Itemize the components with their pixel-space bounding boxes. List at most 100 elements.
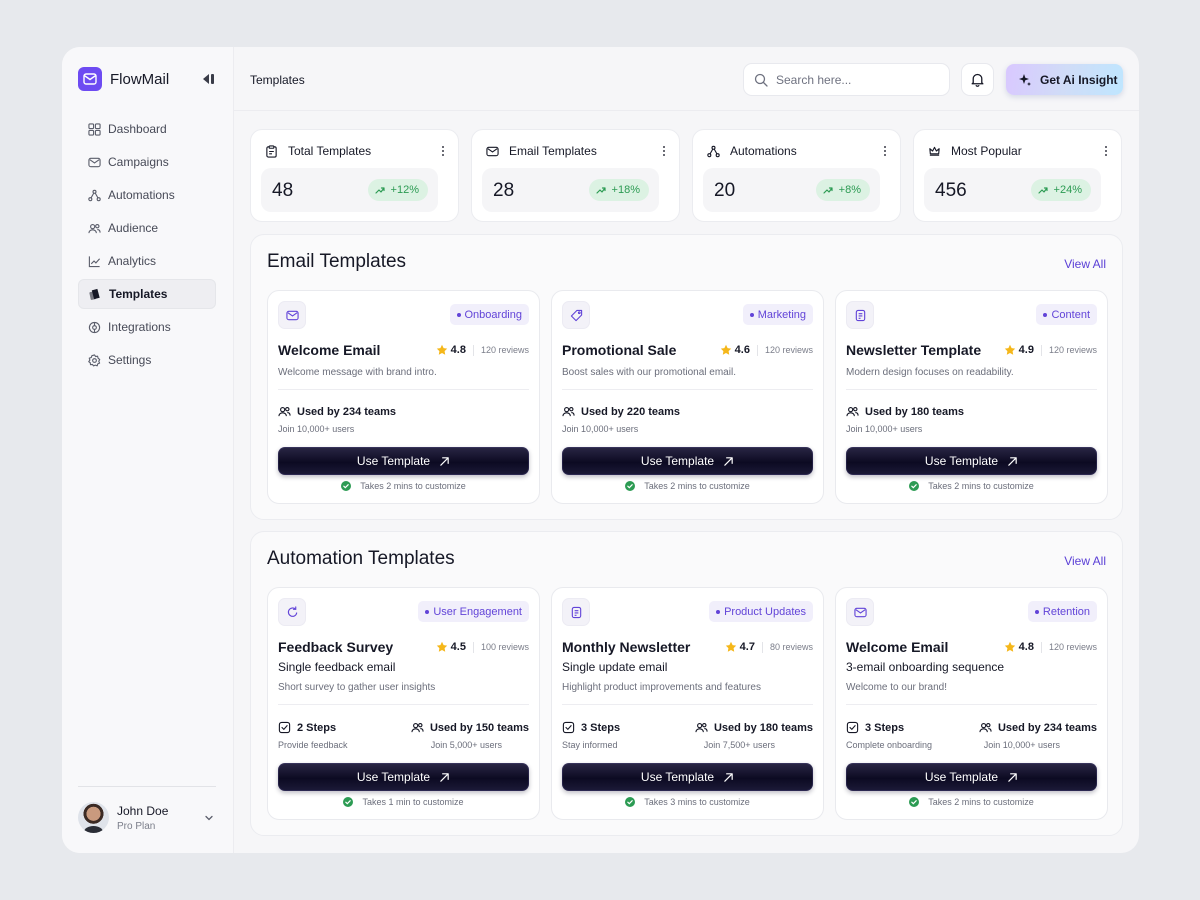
template-card[interactable]: Content Newsletter Template 4.9 120 revi…: [835, 290, 1108, 504]
review-count: 100 reviews: [480, 642, 529, 652]
customize-note: Takes 1 min to customize: [268, 797, 539, 807]
check-circle-icon: [343, 797, 354, 807]
note-text: Takes 2 mins to customize: [928, 481, 1034, 491]
card-divider: [846, 704, 1097, 705]
user-menu[interactable]: John Doe Pro Plan: [78, 802, 216, 833]
collapse-sidebar-icon[interactable]: [200, 72, 216, 86]
check-circle-icon: [341, 481, 352, 491]
stat-value: 48: [272, 180, 294, 201]
stat-change-badge: +8%: [815, 179, 870, 201]
steps-count: 3 Steps: [581, 721, 621, 734]
automation-templates-section: Automation Templates View All User Engag…: [250, 531, 1123, 836]
card-title: Newsletter Template: [846, 342, 982, 358]
customize-note: Takes 2 mins to customize: [268, 481, 539, 491]
use-template-button[interactable]: Use Template: [562, 447, 813, 475]
use-template-button[interactable]: Use Template: [562, 763, 813, 791]
sidebar-item-settings[interactable]: Settings: [78, 345, 216, 375]
note-text: Takes 3 mins to customize: [644, 797, 750, 807]
card-title: Feedback Survey: [278, 639, 394, 655]
customize-note: Takes 2 mins to customize: [836, 481, 1107, 491]
refresh-icon: [287, 605, 297, 617]
arrow-up-right-icon: [1008, 456, 1017, 466]
tag-label: Product Updates: [724, 605, 806, 618]
category-tag: Retention: [1027, 601, 1097, 622]
more-vertical-icon[interactable]: [1104, 145, 1108, 157]
card-description: Highlight product improvements and featu…: [562, 682, 761, 693]
get-ai-insight-button[interactable]: Get Ai Insight: [1006, 64, 1123, 95]
gear-icon: [88, 353, 101, 366]
star-icon: [720, 344, 731, 355]
tag-label: Retention: [1042, 605, 1090, 618]
clipboard-icon: [266, 144, 277, 158]
stat-change-badge: +24%: [1030, 179, 1091, 201]
sidebar-nav: Dashboard Campaigns Automations Audience…: [78, 114, 216, 378]
use-template-button[interactable]: Use Template: [846, 763, 1097, 791]
template-card[interactable]: Onboarding Welcome Email 4.8 120 reviews…: [267, 290, 540, 504]
rating-value: 4.7: [739, 641, 755, 653]
sidebar-item-integrations[interactable]: Integrations: [78, 312, 216, 342]
card-divider: [846, 389, 1097, 390]
card-icon-wrapper: [562, 598, 590, 626]
note-text: Takes 1 min to customize: [362, 797, 464, 807]
sidebar-item-label: Integrations: [108, 320, 171, 334]
usage-count: Used by 180 teams: [865, 405, 965, 418]
trend-up-icon: [374, 187, 385, 194]
template-card[interactable]: User Engagement Feedback Survey 4.5 100 …: [267, 587, 540, 820]
join-text: Join 10,000+ users: [562, 424, 639, 434]
use-template-button[interactable]: Use Template: [278, 763, 529, 791]
page-title: Templates: [250, 73, 305, 87]
card-title: Monthly Newsletter: [562, 639, 691, 655]
template-card[interactable]: Retention Welcome Email 4.8 120 reviews …: [835, 587, 1108, 820]
brand[interactable]: FlowMail: [78, 67, 169, 91]
template-card[interactable]: Product Updates Monthly Newsletter 4.7 8…: [551, 587, 824, 820]
sidebar: FlowMail Dashboard Campaigns Automations…: [62, 47, 234, 853]
search-icon: [754, 73, 768, 87]
customize-note: Takes 3 mins to customize: [552, 797, 823, 807]
checkbox-icon: [562, 721, 575, 734]
mail-logo-icon: [78, 67, 102, 91]
card-icon-wrapper: [846, 301, 874, 329]
rating-value: 4.6: [734, 344, 750, 356]
use-template-button[interactable]: Use Template: [846, 447, 1097, 475]
template-card[interactable]: Marketing Promotional Sale 4.6 120 revie…: [551, 290, 824, 504]
sidebar-item-templates[interactable]: Templates: [78, 279, 216, 309]
arrow-up-right-icon: [440, 456, 449, 466]
search-box[interactable]: [743, 63, 950, 96]
card-divider: [278, 704, 529, 705]
stat-card-total-templates: Total Templates 48 +12%: [250, 129, 459, 222]
mail-icon: [285, 310, 299, 320]
search-input[interactable]: [776, 72, 936, 87]
steps-count: 2 Steps: [297, 721, 337, 734]
sidebar-item-analytics[interactable]: Analytics: [78, 246, 216, 276]
use-template-button[interactable]: Use Template: [278, 447, 529, 475]
app-window: FlowMail Dashboard Campaigns Automations…: [62, 47, 1139, 853]
view-all-link[interactable]: View All: [1064, 257, 1106, 271]
stat-value: 456: [935, 180, 967, 201]
view-all-link[interactable]: View All: [1064, 554, 1106, 568]
sidebar-item-campaigns[interactable]: Campaigns: [78, 147, 216, 177]
users-icon: [979, 722, 992, 733]
stat-label: Total Templates: [288, 144, 372, 158]
insight-label: Get Ai Insight: [1040, 72, 1118, 87]
stat-change: +24%: [1053, 184, 1082, 196]
card-title: Welcome Email: [846, 639, 949, 655]
notifications-button[interactable]: [961, 63, 994, 96]
join-text: Join 10,000+ users: [278, 424, 355, 434]
arrow-up-right-icon: [440, 772, 449, 782]
stat-card-most-popular: Most Popular 456 +24%: [913, 129, 1122, 222]
sidebar-item-automations[interactable]: Automations: [78, 180, 216, 210]
sidebar-item-audience[interactable]: Audience: [78, 213, 216, 243]
main-content: Templates Get Ai Insight Total Templates…: [234, 47, 1139, 853]
sidebar-item-dashboard[interactable]: Dashboard: [78, 114, 216, 144]
more-vertical-icon[interactable]: [662, 145, 666, 157]
usage-info: Used by 150 teams: [411, 721, 529, 734]
more-vertical-icon[interactable]: [883, 145, 887, 157]
button-label: Use Template: [924, 454, 999, 468]
user-name: John Doe: [117, 803, 169, 818]
chevron-down-icon[interactable]: [204, 813, 214, 823]
star-icon: [725, 641, 736, 652]
review-count: 120 reviews: [1048, 642, 1097, 652]
arrow-up-right-icon: [724, 456, 733, 466]
more-vertical-icon[interactable]: [441, 145, 445, 157]
check-circle-icon: [625, 797, 636, 807]
